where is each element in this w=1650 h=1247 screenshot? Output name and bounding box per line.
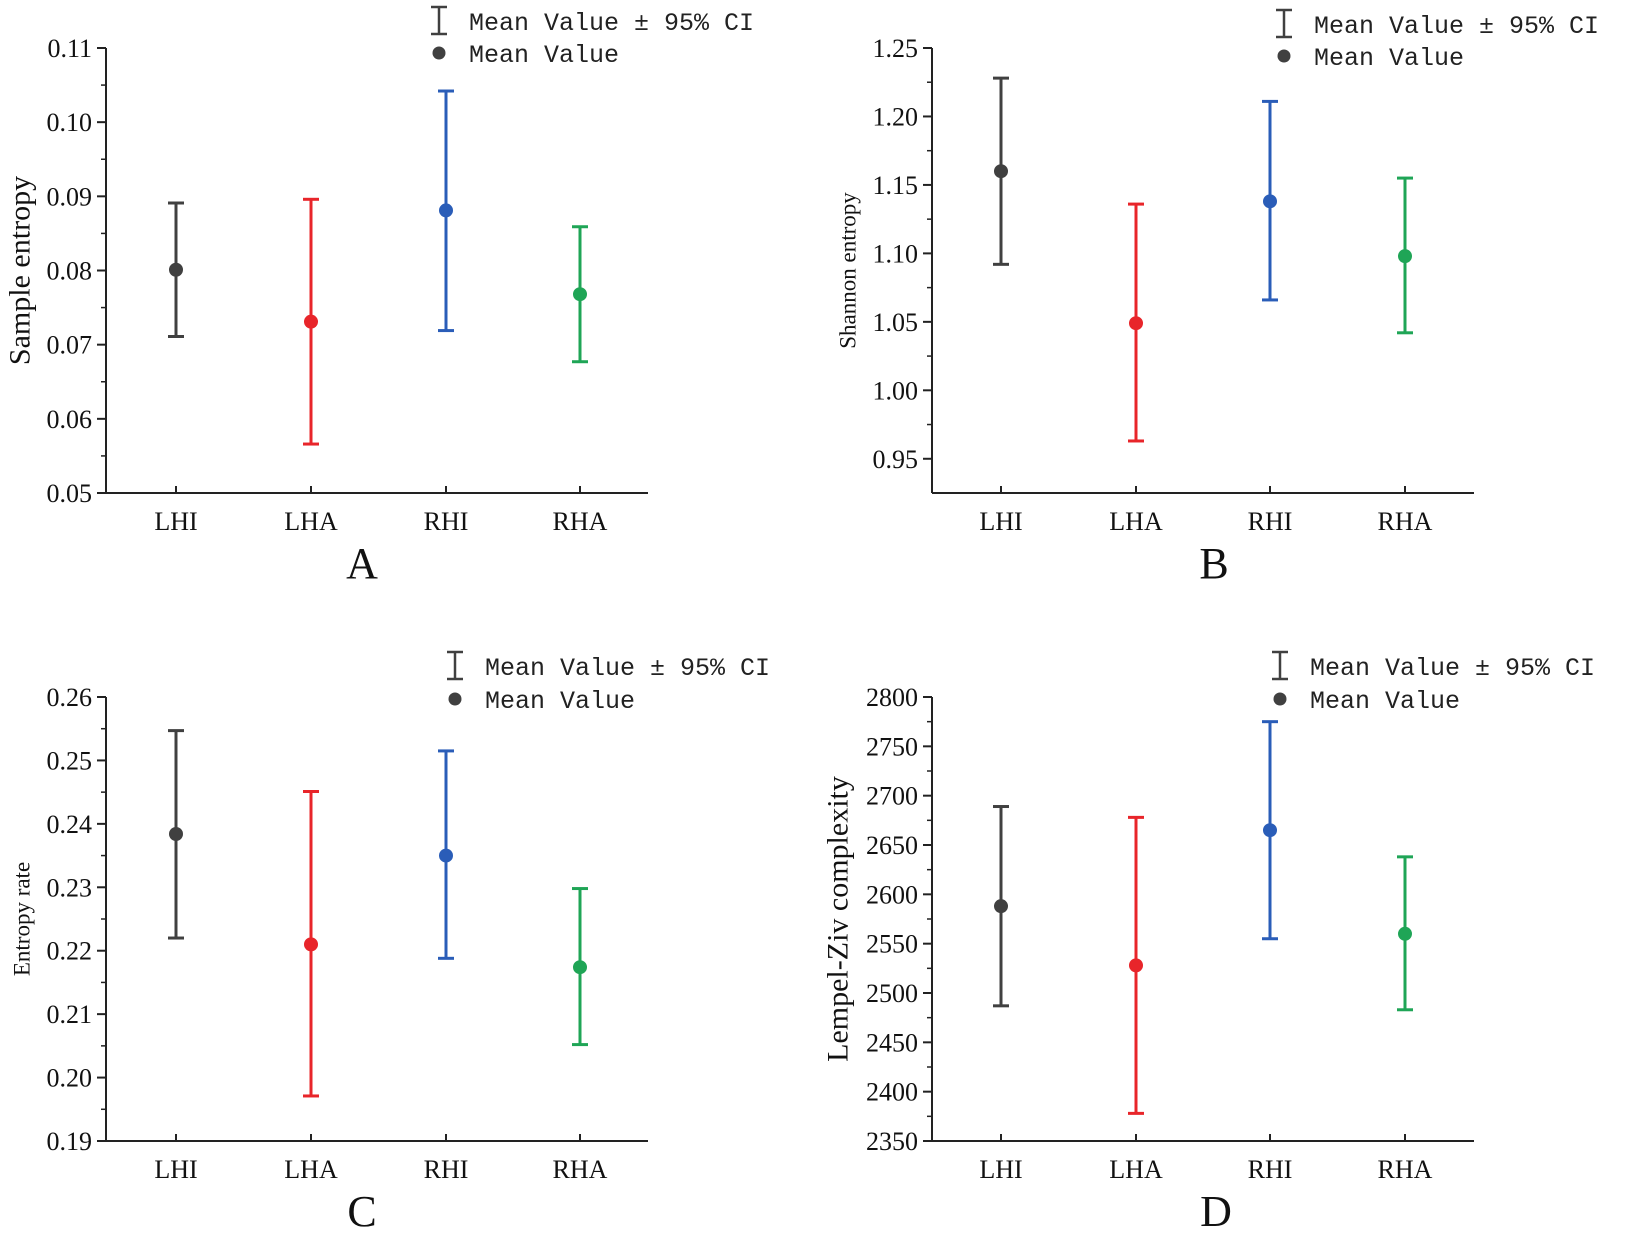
legend-mean-icon [448, 692, 462, 706]
legend-ci-label: Mean Value ± 95% CI [1310, 654, 1595, 683]
y-tick-label: 2600 [866, 880, 918, 909]
legend-ci-label: Mean Value ± 95% CI [469, 9, 754, 38]
y-tick-label: 0.11 [47, 34, 92, 63]
y-tick-label: 2550 [866, 930, 918, 959]
mean-point-rha [1398, 249, 1412, 264]
y-tick-label: 2350 [866, 1127, 918, 1156]
mean-point-lha [1129, 316, 1143, 331]
mean-point-rhi [1263, 194, 1277, 209]
y-tick-label: 0.26 [47, 683, 93, 712]
y-tick-label: 0.20 [47, 1064, 93, 1093]
mean-point-lhi [169, 262, 183, 277]
legend-mean-label: Mean Value [469, 41, 619, 70]
x-tick-label-lhi: LHI [979, 507, 1022, 536]
mean-point-lha [1129, 958, 1143, 973]
x-tick-label-rhi: RHI [1248, 507, 1293, 536]
x-tick-label-rhi: RHI [424, 1155, 469, 1184]
mean-point-lhi [994, 899, 1008, 914]
legend-mean-icon [1273, 692, 1287, 706]
y-axis-label: Lempel-Ziv complexity [822, 776, 855, 1062]
legend: Mean Value ± 95% CI Mean Value [1276, 8, 1599, 73]
y-tick-label: 0.23 [47, 873, 93, 902]
y-tick-label: 2400 [866, 1078, 918, 1107]
y-tick-label: 0.24 [47, 810, 93, 839]
legend-ci-label: Mean Value ± 95% CI [485, 654, 770, 683]
panel-b: 0.95 1.00 1.05 1.10 1.15 1.20 1.25 LHI LHA RHI RHA… [836, 8, 1599, 588]
y-tick-label: 0.10 [47, 108, 93, 137]
panel-d: 2350 2400 2450 2500 2550 2600 2650 2700 2750 2800… [822, 650, 1595, 1236]
mean-point-lha [304, 314, 318, 329]
x-tick-label-lha: LHA [1109, 507, 1163, 536]
x-tick-label-lha: LHA [1109, 1155, 1163, 1184]
y-tick-label: 0.05 [47, 479, 93, 508]
y-tick-label: 0.07 [47, 331, 93, 360]
y-tick-label: 2450 [866, 1028, 918, 1057]
mean-point-lhi [169, 827, 183, 842]
mean-point-rhi [439, 203, 453, 218]
mean-point-rha [1398, 926, 1412, 941]
panel-label: D [1200, 1187, 1232, 1236]
y-axis-label: Entropy rate [10, 862, 35, 976]
y-tick-label: 1.20 [873, 102, 919, 131]
y-tick-label: 0.19 [47, 1127, 93, 1156]
y-tick-label: 2750 [866, 732, 918, 761]
y-axis-label: Sample entropy [4, 176, 37, 365]
y-tick-label: 0.06 [47, 405, 93, 434]
y-tick-label: 1.00 [873, 376, 919, 405]
x-tick-label-rhi: RHI [424, 507, 469, 536]
x-tick-label-rha: RHA [1378, 1155, 1433, 1184]
legend-mean-label: Mean Value [1310, 687, 1460, 716]
legend: Mean Value ± 95% CI Mean Value [447, 650, 770, 716]
x-tick-label-rha: RHA [553, 1155, 608, 1184]
mean-point-rhi [439, 848, 453, 863]
x-tick-label-lha: LHA [284, 507, 338, 536]
legend: Mean Value ± 95% CI Mean Value [431, 5, 754, 70]
y-axis-label: Shannon entropy [836, 192, 861, 349]
legend-mean-icon [432, 46, 446, 60]
legend-mean-label: Mean Value [1314, 44, 1464, 73]
y-tick-label: 2800 [866, 683, 918, 712]
y-tick-label: 0.08 [47, 257, 93, 286]
y-tick-label: 2650 [866, 831, 918, 860]
y-tick-label: 1.15 [873, 171, 919, 200]
mean-point-lhi [994, 164, 1008, 179]
x-tick-label-lhi: LHI [154, 507, 197, 536]
panel-label: C [347, 1187, 376, 1236]
y-tick-label: 0.95 [873, 445, 919, 474]
legend-mean-icon [1277, 49, 1291, 63]
mean-point-rha [573, 960, 587, 975]
legend-ci-label: Mean Value ± 95% CI [1314, 12, 1599, 41]
x-tick-label-rha: RHA [1378, 507, 1433, 536]
panel-a: 0.05 0.06 0.07 0.08 0.09 0.10 0.11 LHI LHA RHI RHA… [4, 5, 754, 588]
mean-point-rhi [1263, 823, 1277, 838]
y-tick-label: 0.22 [47, 937, 93, 966]
mean-point-lha [304, 937, 318, 952]
x-tick-label-lhi: LHI [154, 1155, 197, 1184]
x-tick-label-rhi: RHI [1248, 1155, 1293, 1184]
y-tick-label: 1.25 [873, 34, 919, 63]
y-tick-label: 2700 [866, 782, 918, 811]
y-tick-label: 0.25 [47, 746, 93, 775]
panel-label: A [346, 539, 378, 588]
y-tick-label: 0.09 [47, 182, 93, 211]
legend: Mean Value ± 95% CI Mean Value [1272, 650, 1595, 716]
y-tick-label: 2500 [866, 979, 918, 1008]
y-tick-label: 1.05 [873, 308, 919, 337]
x-tick-label-rha: RHA [553, 507, 608, 536]
y-tick-label: 0.21 [47, 1000, 93, 1029]
y-tick-label: 1.10 [873, 239, 919, 268]
legend-mean-label: Mean Value [485, 687, 635, 716]
panel-label: B [1199, 539, 1228, 588]
x-tick-label-lhi: LHI [979, 1155, 1022, 1184]
mean-point-rha [573, 287, 587, 302]
x-tick-label-lha: LHA [284, 1155, 338, 1184]
panel-c: 0.19 0.20 0.21 0.22 0.23 0.24 0.25 0.26 LHI LHA RH… [10, 650, 770, 1236]
